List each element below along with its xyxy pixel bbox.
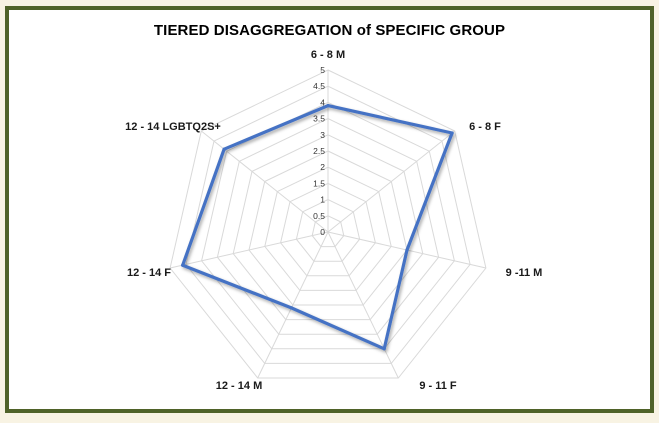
data-point	[181, 263, 185, 267]
data-point	[222, 147, 226, 151]
grid-ring	[232, 134, 424, 321]
tick-label: 5	[320, 65, 325, 75]
grid-ring	[280, 182, 376, 277]
grid-ring	[216, 118, 440, 335]
tick-label: 1	[320, 195, 325, 205]
tick-label: 1.5	[313, 178, 325, 188]
tick-label: 3	[320, 130, 325, 140]
tick-label: 2.5	[313, 146, 325, 156]
grid-ring	[311, 215, 345, 248]
tick-label: 4	[320, 97, 325, 107]
category-label: 12 - 14 LGBTQ2S+	[125, 121, 221, 133]
chart-title: TIERED DISAGGREGATION of SPECIFIC GROUP	[153, 22, 506, 39]
grid-ring	[295, 199, 361, 262]
tick-label: 0.5	[313, 211, 325, 221]
grid-ring	[185, 85, 471, 364]
data-point	[326, 104, 330, 108]
spoke	[327, 130, 456, 233]
radar-chart: 0 0.5 1 1.5 2 2.5 3 3.5 4 4.5 5 6 - 8 M 6 - 8 F 9 -11…	[125, 49, 543, 392]
series-line	[181, 103, 454, 351]
spoke	[257, 231, 329, 379]
grid-ring	[248, 150, 408, 306]
category-label: 9 -11 M	[506, 267, 543, 279]
chart-frame: TIERED DISAGGREGATION of SPECIFIC GROUP …	[5, 6, 654, 413]
tick-label: 0	[320, 227, 325, 237]
category-label: 12 - 14 F	[127, 267, 171, 279]
data-point	[405, 248, 409, 252]
data-point	[382, 347, 386, 351]
category-label: 9 - 11 F	[419, 380, 457, 392]
data-point	[289, 306, 293, 310]
tick-label: 4.5	[313, 81, 325, 91]
category-label: 6 - 8 F	[469, 121, 501, 133]
grid-ring	[201, 101, 455, 350]
tick-label: 2	[320, 162, 325, 172]
tick-label: 3.5	[313, 114, 325, 124]
category-label: 12 - 14 M	[216, 380, 262, 392]
grid-ring	[264, 166, 392, 291]
data-point	[450, 131, 454, 135]
spoke	[327, 231, 399, 379]
grid-ring	[169, 69, 487, 379]
category-label: 6 - 8 M	[311, 49, 345, 61]
spoke	[169, 231, 329, 269]
spoke	[200, 130, 329, 233]
